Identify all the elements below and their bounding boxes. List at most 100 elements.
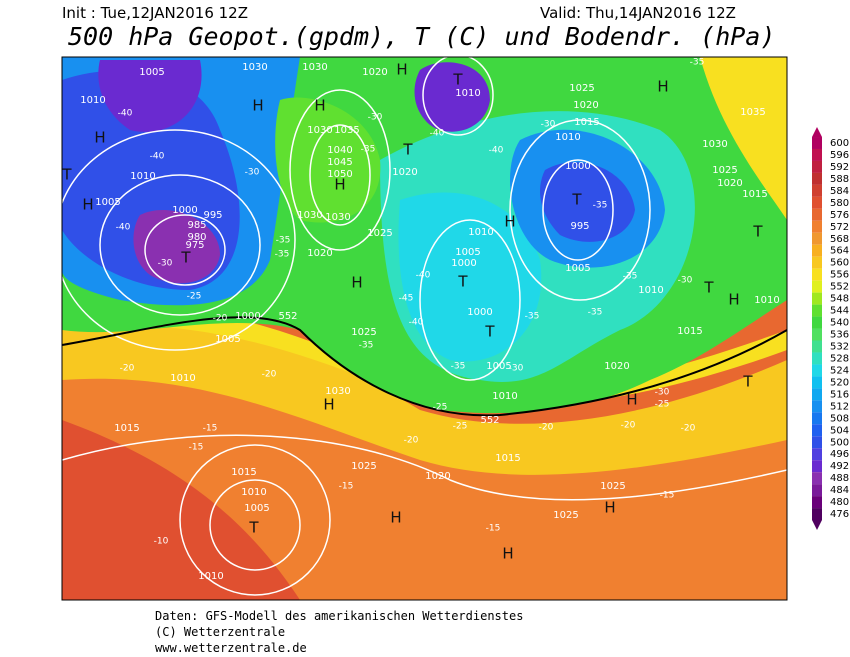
colorbar-label: 592 bbox=[830, 162, 849, 173]
temperature-label: -35 bbox=[359, 341, 374, 351]
temperature-label: -30 bbox=[368, 113, 383, 123]
temperature-label: -20 bbox=[539, 423, 554, 433]
colorbar-label: 552 bbox=[830, 282, 849, 293]
pressure-center: H bbox=[252, 97, 263, 115]
region bbox=[275, 97, 381, 223]
colorbar-swatch bbox=[812, 328, 822, 341]
colorbar-label: 540 bbox=[830, 318, 849, 329]
pressure-center: H bbox=[504, 213, 515, 231]
temperature-label: -30 bbox=[655, 388, 670, 398]
temperature-label: -40 bbox=[416, 271, 431, 281]
colorbar-swatch bbox=[812, 256, 822, 269]
isobar-label: 1020 bbox=[604, 361, 629, 372]
colorbar-label: 488 bbox=[830, 473, 849, 484]
pressure-center: T bbox=[457, 273, 468, 291]
colorbar-label: 504 bbox=[830, 425, 849, 436]
temperature-label: -25 bbox=[187, 292, 202, 302]
colorbar-label: 564 bbox=[830, 246, 849, 257]
temperature-label: -45 bbox=[399, 294, 414, 304]
colorbar-label: 508 bbox=[830, 413, 849, 424]
colorbar-swatch bbox=[812, 484, 822, 497]
isobar-label: 1005 bbox=[215, 334, 240, 345]
colorbar-label: 480 bbox=[830, 497, 849, 508]
region bbox=[414, 62, 490, 132]
temperature-label: -20 bbox=[262, 370, 277, 380]
pressure-center: H bbox=[323, 396, 334, 414]
pressure-center: H bbox=[334, 176, 345, 194]
temperature-label: -35 bbox=[525, 312, 540, 322]
colorbar-swatch bbox=[812, 496, 822, 509]
isobar-label: 1010 bbox=[241, 487, 266, 498]
temperature-label: -20 bbox=[213, 314, 228, 324]
temperature-label: -30 bbox=[158, 259, 173, 269]
colorbar-swatch bbox=[812, 160, 822, 173]
isobar-label: 1015 bbox=[495, 453, 520, 464]
temperature-label: -40 bbox=[150, 152, 165, 162]
isobar-label: 1015 bbox=[677, 326, 702, 337]
colorbar-label: 600 bbox=[830, 138, 849, 149]
temperature-label: -25 bbox=[453, 422, 468, 432]
pressure-center: T bbox=[402, 141, 413, 159]
pressure-center: H bbox=[626, 391, 637, 409]
isobar-label: 1010 bbox=[555, 132, 580, 143]
region bbox=[62, 315, 787, 475]
isobar-label: 1030 bbox=[325, 212, 350, 223]
isobar-label: 1005 bbox=[455, 247, 480, 258]
isobar-label: 1000 bbox=[235, 311, 260, 322]
colorbar-swatch bbox=[812, 388, 822, 401]
pressure-center: T bbox=[180, 249, 191, 267]
colorbar-label: 520 bbox=[830, 377, 849, 388]
colorbar-label: 596 bbox=[830, 150, 849, 161]
pressure-center: H bbox=[728, 291, 739, 309]
pressure-center: H bbox=[396, 61, 407, 79]
isobar-label: 1000 bbox=[172, 205, 197, 216]
colorbar-swatch bbox=[812, 364, 822, 377]
isobar-label: 1030 bbox=[242, 62, 267, 73]
colorbar-swatch bbox=[812, 220, 822, 233]
isobar-label: 1005 bbox=[95, 197, 120, 208]
isobar-label: 552 bbox=[480, 415, 499, 426]
temperature-label: -25 bbox=[433, 403, 448, 413]
colorbar-swatch bbox=[812, 244, 822, 257]
temperature-label: -20 bbox=[621, 421, 636, 431]
isobar-label: 1025 bbox=[367, 228, 392, 239]
pressure-center: T bbox=[703, 279, 714, 297]
isobar-label: 1000 bbox=[451, 258, 476, 269]
footer-url: www.wetterzentrale.de bbox=[155, 641, 307, 655]
pressure-center: T bbox=[484, 323, 495, 341]
isobar-label: 1005 bbox=[139, 67, 164, 78]
colorbar-swatch bbox=[812, 148, 822, 161]
colorbar-label: 524 bbox=[830, 365, 849, 376]
colorbar-label: 556 bbox=[830, 270, 849, 281]
isobar-label: 1010 bbox=[130, 171, 155, 182]
colorbar-swatch bbox=[812, 208, 822, 221]
isobar-label: 1020 bbox=[425, 471, 450, 482]
pressure-center: H bbox=[351, 274, 362, 292]
colorbar-label: 544 bbox=[830, 306, 849, 317]
isobar-label: 1010 bbox=[80, 95, 105, 106]
colorbar-swatch bbox=[812, 137, 822, 149]
colorbar-swatch bbox=[812, 292, 822, 305]
colorbar-swatch bbox=[812, 400, 822, 413]
temperature-label: -35 bbox=[690, 58, 705, 68]
pressure-center: T bbox=[742, 373, 753, 391]
colorbar-swatch bbox=[812, 172, 822, 185]
colorbar-label: 516 bbox=[830, 389, 849, 400]
temperature-label: -15 bbox=[660, 491, 675, 501]
pressure-center: T bbox=[752, 223, 763, 241]
isobar-label: 1015 bbox=[231, 467, 256, 478]
colorbar-swatch bbox=[812, 184, 822, 197]
colorbar: 6005965925885845805765725685645605565525… bbox=[812, 127, 849, 531]
colorbar-swatch bbox=[812, 196, 822, 209]
isobar-label: 1030 bbox=[302, 62, 327, 73]
pressure-center: H bbox=[604, 499, 615, 517]
colorbar-label: 576 bbox=[830, 210, 849, 221]
colorbar-swatch bbox=[812, 460, 822, 473]
isobar-label: 1025 bbox=[600, 481, 625, 492]
temperature-label: -35 bbox=[276, 236, 291, 246]
isobar-label: 1010 bbox=[492, 391, 517, 402]
colorbar-label: 572 bbox=[830, 222, 849, 233]
temperature-label: -35 bbox=[588, 308, 603, 318]
colorbar-swatch bbox=[812, 280, 822, 293]
